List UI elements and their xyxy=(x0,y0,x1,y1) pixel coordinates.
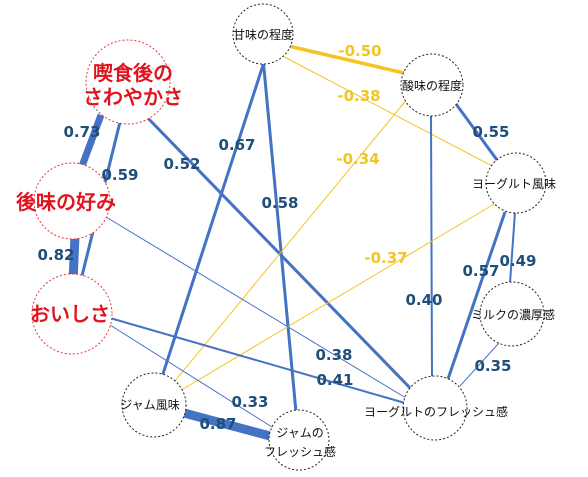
node-kisshoku-circle xyxy=(85,39,171,125)
node-amami-circle xyxy=(232,3,294,65)
node-yogurt-fumi: ヨーグルト風味 xyxy=(472,152,556,214)
nodes-layer: 喫食後の さわやかさ 後味の好み おいしさ 甘味の程度 酸味の程度 ヨーグルト風… xyxy=(16,3,556,471)
edge-sanmi-jam_fumi xyxy=(169,97,409,388)
edge-kisshoku-yogurt_fresh xyxy=(140,110,415,393)
edge-label-oishisa-yogurt_fresh: 0.41 xyxy=(316,371,353,389)
edge-label-sanmi-jam_fumi: -0.34 xyxy=(336,150,379,168)
node-yogurt-fresh-label: ヨーグルトのフレッシュ感 xyxy=(364,404,508,419)
node-sanmi-label: 酸味の程度 xyxy=(402,78,462,93)
node-atoaji-label: 後味の好み xyxy=(16,190,116,214)
edge-label-oishisa-jam_fresh: 0.33 xyxy=(231,393,268,411)
node-milk-label: ミルクの濃厚感 xyxy=(471,307,555,322)
edge-label-amami-yogurt_fumi: -0.38 xyxy=(337,87,380,105)
edge-yogurt_fumi-milk xyxy=(509,211,516,284)
edge-label-kisshoku-oishisa: 0.59 xyxy=(101,166,138,184)
edge-label-yogurt_fumi-yogurt_fresh: 0.57 xyxy=(462,262,499,280)
edge-sanmi-yogurt_fumi xyxy=(454,103,499,161)
edge-label-atoaji-oishisa: 0.82 xyxy=(37,246,74,264)
node-oishisa-label: おいしさ xyxy=(30,302,110,326)
edge-label-amami-sanmi: -0.50 xyxy=(338,42,381,60)
node-yogurt-fumi-circle xyxy=(485,152,547,214)
node-atoaji: 後味の好み xyxy=(16,162,116,240)
edges-layer xyxy=(68,42,516,441)
node-sanmi: 酸味の程度 xyxy=(400,53,464,117)
node-kisshoku-label-line2: さわやかさ xyxy=(83,85,183,109)
edge-label-kisshoku-yogurt_fresh: 0.52 xyxy=(163,155,200,173)
node-jam-fresh-label-line2: フレッシュ感 xyxy=(264,444,336,459)
edge-label-jam_fumi-jam_fresh: 0.87 xyxy=(199,415,236,433)
node-kisshoku: 喫食後の さわやかさ xyxy=(83,39,183,125)
node-jam-fumi-circle xyxy=(121,372,187,438)
node-jam-fumi: ジャム風味 xyxy=(120,372,187,438)
edge-amami-yogurt_fumi xyxy=(272,50,495,168)
node-sanmi-circle xyxy=(400,53,464,117)
node-milk-circle xyxy=(479,281,545,347)
node-jam-fresh-label-line1: ジャムの xyxy=(276,426,323,440)
edge-label-sanmi-yogurt_fumi: 0.55 xyxy=(472,123,509,141)
edge-label-milk-yogurt_fresh: 0.35 xyxy=(474,357,511,375)
edge-label-yogurt_fumi-jam_fumi: -0.37 xyxy=(364,249,407,267)
edge-label-yogurt_fumi-milk: 0.49 xyxy=(499,252,536,270)
node-yogurt-fresh: ヨーグルトのフレッシュ感 xyxy=(364,375,508,441)
node-yogurt-fumi-label: ヨーグルト風味 xyxy=(472,177,556,191)
node-jam-fresh-circle xyxy=(268,409,330,471)
node-amami-label: 甘味の程度 xyxy=(233,27,293,42)
edge-label-atoaji-yogurt_fresh: 0.38 xyxy=(315,346,352,364)
node-milk: ミルクの濃厚感 xyxy=(471,281,555,347)
node-kisshoku-label-line1: 喫食後の xyxy=(93,61,173,85)
edge-yogurt_fumi-yogurt_fresh xyxy=(446,211,507,380)
edge-milk-yogurt_fresh xyxy=(459,342,500,387)
node-jam-fresh: ジャムの フレッシュ感 xyxy=(264,409,336,471)
node-jam-fumi-label: ジャム風味 xyxy=(120,398,179,412)
edge-oishisa-yogurt_fresh xyxy=(109,317,406,404)
node-oishisa: おいしさ xyxy=(30,273,113,355)
node-amami: 甘味の程度 xyxy=(232,3,294,65)
edge-oishisa-jam_fresh xyxy=(109,324,273,428)
node-yogurt-fresh-circle xyxy=(402,375,468,441)
edge-label-kisshoku-atoaji: 0.73 xyxy=(63,123,100,141)
edge-atoaji-yogurt_fresh xyxy=(105,216,407,399)
edge-yogurt_fumi-jam_fumi xyxy=(172,196,507,396)
node-atoaji-circle xyxy=(33,162,111,240)
edge-amami-sanmi xyxy=(279,42,405,75)
edge-label-amami-jam_fumi: 0.67 xyxy=(218,136,255,154)
edge-amami-jam_fresh xyxy=(261,57,298,413)
edge-sanmi-yogurt_fresh xyxy=(430,112,433,379)
edge-label-sanmi-yogurt_fresh: 0.40 xyxy=(405,291,442,309)
edge-amami-jam_fumi xyxy=(158,55,268,384)
edge-jam_fumi-jam_fresh xyxy=(182,408,272,441)
node-oishisa-circle xyxy=(31,273,113,355)
edge-labels-layer: 0.73 0.82 0.59 0.52 0.67 0.58 -0.50 -0.38 -0.34 0… xyxy=(37,42,536,433)
edge-label-amami-jam_fresh: 0.58 xyxy=(261,194,298,212)
